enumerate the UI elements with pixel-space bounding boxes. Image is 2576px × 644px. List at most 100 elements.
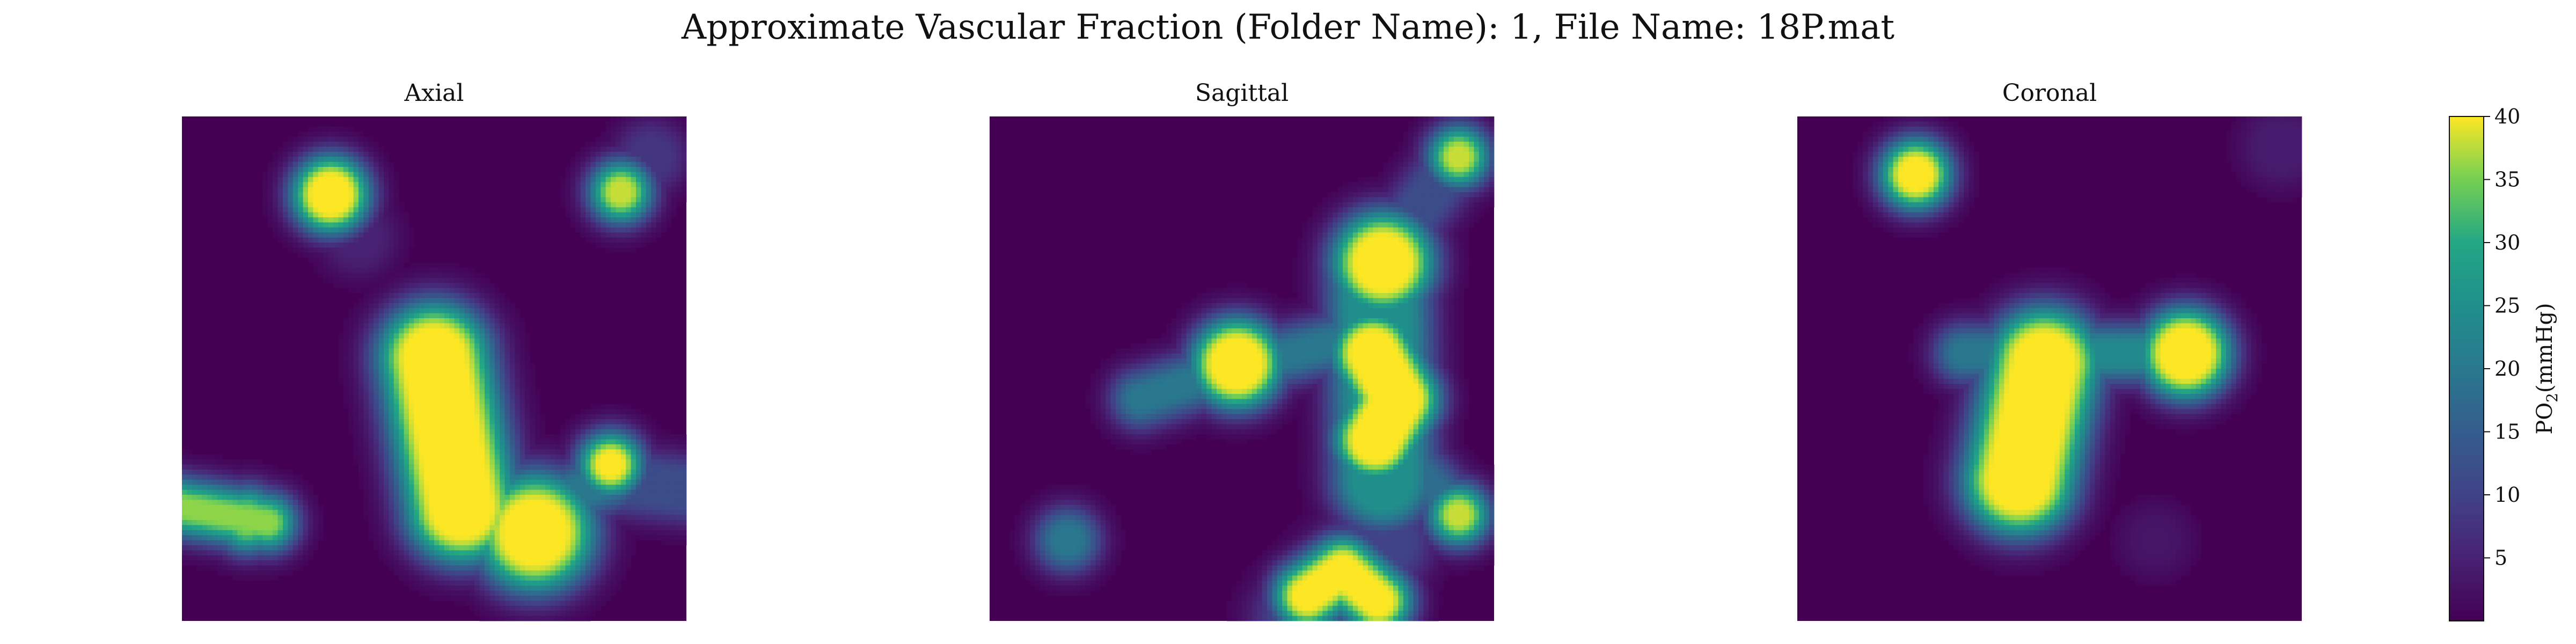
heatmap-cell xyxy=(444,580,450,586)
heatmap-cell xyxy=(222,545,228,551)
heatmap-cell xyxy=(595,167,601,172)
heatmap-cell xyxy=(469,318,475,324)
heatmap-cell xyxy=(530,550,536,556)
heatmap-cell xyxy=(288,570,294,576)
heatmap-cell xyxy=(626,192,631,197)
heatmap-cell xyxy=(479,439,485,445)
heatmap-cell xyxy=(570,182,576,187)
heatmap-cell xyxy=(651,535,656,540)
heatmap-cell xyxy=(565,504,571,510)
heatmap-cell xyxy=(651,439,656,445)
heatmap-cell xyxy=(308,202,313,208)
heatmap-cell xyxy=(232,470,238,475)
heatmap-cell xyxy=(374,313,379,319)
heatmap-cell xyxy=(378,454,384,460)
heatmap-cell xyxy=(393,298,399,304)
heatmap-cell xyxy=(474,464,480,470)
heatmap-cell xyxy=(641,187,647,193)
heatmap-cell xyxy=(222,479,228,485)
heatmap-cell xyxy=(358,237,364,243)
heatmap-cell xyxy=(374,485,379,490)
heatmap-cell xyxy=(343,237,349,243)
heatmap-cell xyxy=(393,338,399,344)
heatmap-cell xyxy=(550,454,555,460)
heatmap-cell xyxy=(288,565,294,571)
heatmap-cell xyxy=(318,525,324,531)
heatmap-cell xyxy=(611,444,616,450)
heatmap-cell xyxy=(187,530,193,536)
heatmap-cell xyxy=(258,570,263,576)
heatmap-cell xyxy=(515,459,521,465)
heatmap-cell xyxy=(303,500,309,506)
heatmap-cell xyxy=(242,555,248,561)
heatmap-cell xyxy=(545,449,551,455)
heatmap-cell xyxy=(409,369,414,374)
heatmap-cell xyxy=(338,348,344,354)
heatmap-cell xyxy=(393,474,399,480)
heatmap-cell xyxy=(384,258,389,263)
heatmap-cell xyxy=(494,470,500,475)
heatmap-cell xyxy=(489,530,495,536)
heatmap-cell xyxy=(192,540,197,546)
heatmap-cell xyxy=(620,545,626,551)
heatmap-cell xyxy=(550,495,555,500)
heatmap-cell xyxy=(393,369,399,374)
heatmap-cell xyxy=(393,343,399,349)
heatmap-cell xyxy=(489,308,495,313)
heatmap-cell xyxy=(444,414,450,420)
heatmap-cell xyxy=(399,454,404,460)
heatmap-cell xyxy=(409,323,414,329)
heatmap-cell xyxy=(338,162,344,167)
heatmap-cell xyxy=(313,151,319,157)
panel-title-axial: Axial xyxy=(404,79,464,107)
heatmap-cell xyxy=(389,454,394,460)
heatmap-cell xyxy=(459,313,465,319)
heatmap-cell xyxy=(374,288,379,294)
heatmap-cell xyxy=(494,479,500,485)
heatmap-cell xyxy=(384,358,389,364)
heatmap-cell xyxy=(434,545,440,551)
heatmap-cell xyxy=(620,429,626,435)
heatmap-cell xyxy=(671,479,677,485)
heatmap-cell xyxy=(479,363,485,369)
heatmap-cell xyxy=(242,550,248,556)
heatmap-cell xyxy=(404,434,409,440)
heatmap-cell xyxy=(277,510,283,515)
heatmap-cell xyxy=(393,378,399,384)
heatmap-cell xyxy=(414,586,420,591)
heatmap-cell xyxy=(631,126,636,132)
heatmap-cell xyxy=(424,414,429,420)
heatmap-cell xyxy=(363,147,369,152)
heatmap-cell xyxy=(368,136,374,142)
heatmap-cell xyxy=(469,565,475,571)
heatmap-cell xyxy=(267,575,273,581)
heatmap-cell xyxy=(384,262,389,268)
heatmap-cell xyxy=(393,313,399,319)
heatmap-cell xyxy=(661,520,667,525)
heatmap-cell xyxy=(277,545,283,551)
heatmap-cell xyxy=(656,177,662,182)
heatmap-cell xyxy=(535,389,540,394)
heatmap-cell xyxy=(374,459,379,465)
heatmap-cell xyxy=(419,273,425,279)
heatmap-cell xyxy=(601,520,606,525)
heatmap-cell xyxy=(519,540,525,546)
heatmap-cell xyxy=(500,378,505,384)
heatmap-cell xyxy=(631,479,636,485)
heatmap-cell xyxy=(368,444,374,450)
heatmap-cell xyxy=(393,555,399,561)
heatmap-cell xyxy=(237,550,243,556)
heatmap-cell xyxy=(590,182,596,187)
heatmap-cell xyxy=(374,162,379,167)
heatmap-cell xyxy=(434,429,440,435)
heatmap-cell xyxy=(525,555,530,561)
heatmap-cell xyxy=(545,485,551,490)
heatmap-cell xyxy=(671,459,677,465)
heatmap-cell xyxy=(504,308,510,313)
heatmap-cell xyxy=(424,277,429,283)
heatmap-cell xyxy=(292,212,298,218)
heatmap-cell xyxy=(646,157,652,162)
heatmap-cell xyxy=(419,444,425,450)
heatmap-cell xyxy=(449,298,455,304)
heatmap-cell xyxy=(449,510,455,515)
